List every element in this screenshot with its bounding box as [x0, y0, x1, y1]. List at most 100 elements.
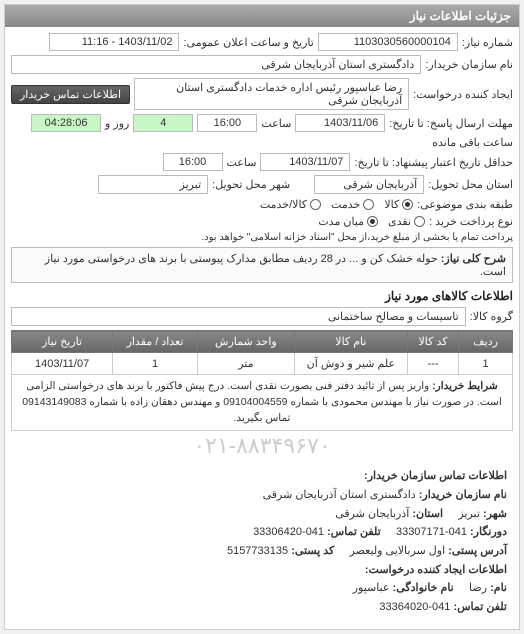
cell-qty: 1: [113, 353, 198, 375]
col-date: تاریخ نیاز: [12, 331, 113, 353]
radio-kala-label: کالا: [384, 198, 399, 211]
contact-addr: اول سربالایی ولیعصر: [350, 545, 446, 557]
radio-khedmat[interactable]: خدمت: [331, 198, 374, 211]
radio-cash-label: نقدی: [388, 215, 411, 228]
col-row-no: ردیف: [459, 331, 513, 353]
note-text: واریز پس از تائید دفتر فنی بصورت نقدی اس…: [22, 380, 502, 424]
radio-mid[interactable]: میان مدت: [318, 215, 378, 228]
requester-label: ایجاد کننده درخواست:: [413, 88, 513, 101]
radio-dot-icon: [402, 199, 413, 210]
row-requester: ایجاد کننده درخواست: رضا عباسپور رئیس اد…: [11, 78, 513, 110]
request-no-label: شماره نیاز:: [462, 36, 513, 49]
datetime-field: 1403/11/02 - 11:16: [49, 33, 179, 51]
panel-title: جزئیات اطلاعات نیاز: [5, 5, 519, 27]
radio-mid-label: میان مدت: [318, 215, 364, 228]
row-location: استان محل تحویل: آذربایجان شرقی شهر محل …: [11, 175, 513, 194]
note-cell: شرایط خریدار: واریز پس از تائید دفتر فنی…: [12, 375, 513, 431]
radio-cash[interactable]: نقدی: [388, 215, 425, 228]
description-box: شرح کلی نیاز: حوله خشک کن و ... در 28 رد…: [11, 247, 513, 283]
request-no-field: 1103030560000104: [318, 33, 458, 51]
radio-dot-icon: [363, 199, 374, 210]
classify-radio-group: کالا خدمت کالا/خدمت: [260, 198, 413, 211]
cell-row-no: 1: [459, 353, 513, 375]
row-goods-group: گروه کالا: تاسیسات و مصالح ساختمانی: [11, 307, 513, 326]
row-buyer: نام سازمان خریدار: دادگستری استان آذربای…: [11, 55, 513, 74]
contact-lname-label: نام خانوادگی:: [393, 582, 454, 594]
contact-org: دادگستری استان آذربایجان شرقی: [263, 489, 416, 501]
row-classify: طبقه بندی موضوعی: کالا خدمت کالا/خدمت: [11, 198, 513, 211]
city-field: تبریز: [98, 175, 208, 194]
radio-dot-icon: [414, 216, 425, 227]
row-deadline: مهلت ارسال پاسخ: تا تاریخ: 1403/11/06 سا…: [11, 114, 513, 149]
col-qty: تعداد / مقدار: [113, 331, 198, 353]
pay-radio-group: نقدی میان مدت: [318, 215, 425, 228]
radio-dot-icon: [367, 216, 378, 227]
validity-time-field: 16:00: [163, 153, 223, 171]
contact-fname-label: نام:: [490, 582, 507, 594]
contact-zip-label: کد پستی:: [291, 545, 334, 557]
contact-h1: اطلاعات تماس سازمان خریدار:: [364, 470, 507, 482]
details-panel: جزئیات اطلاعات نیاز شماره نیاز: 11030305…: [4, 4, 520, 630]
countdown-field: 04:28:06: [31, 114, 101, 132]
province-label: استان محل تحویل:: [428, 178, 513, 191]
contact-fax-label: دورنگار:: [470, 526, 507, 538]
validity-time-label: ساعت: [227, 156, 257, 169]
contact-addr-label: آدرس پستی:: [448, 545, 507, 557]
note-label: شرایط خریدار:: [432, 380, 498, 392]
province-field: آذربایجان شرقی: [314, 175, 424, 194]
days-label: روز و: [105, 117, 129, 130]
contact-org-label: نام سازمان خریدار:: [419, 489, 507, 501]
validity-label: حداقل تاریخ اعتبار پیشنهاد: تا تاریخ:: [354, 156, 513, 169]
radio-both[interactable]: کالا/خدمت: [260, 198, 321, 211]
contact-zip: 5157733135: [227, 545, 288, 557]
table-header-row: ردیف کد کالا نام کالا واحد شمارش تعداد /…: [12, 331, 513, 353]
city-label: شهر محل تحویل:: [212, 178, 290, 191]
remain-label: ساعت باقی مانده: [432, 136, 513, 149]
row-validity: حداقل تاریخ اعتبار پیشنهاد: تا تاریخ: 14…: [11, 153, 513, 171]
row-payment: نوع پرداخت خرید : نقدی میان مدت پرداخت ت…: [11, 215, 513, 243]
col-unit: واحد شمارش: [197, 331, 294, 353]
goods-section-title: اطلاعات کالاهای مورد نیاز: [11, 289, 513, 303]
contact-tel: 041-33306420: [253, 526, 324, 538]
contact-tel-label: تلفن تماس:: [327, 526, 381, 538]
deadline-label: مهلت ارسال پاسخ: تا تاریخ:: [389, 117, 513, 130]
buyer-field: دادگستری استان آذربایجان شرقی: [11, 55, 421, 74]
contact-city: تبریز: [458, 508, 480, 520]
radio-dot-icon: [310, 199, 321, 210]
watermark-text: ۰۲۱-۸۸۳۴۹۶۷۰: [11, 433, 513, 459]
cell-code: ---: [407, 353, 458, 375]
desc-label: شرح کلی نیاز:: [441, 253, 506, 265]
validity-date-field: 1403/11/07: [260, 153, 350, 171]
contact-prov: آذربایجان شرقی: [335, 508, 409, 520]
table-note-row: شرایط خریدار: واریز پس از تائید دفتر فنی…: [12, 375, 513, 431]
datetime-label: تاریخ و ساعت اعلان عمومی:: [183, 36, 313, 49]
radio-khedmat-label: خدمت: [331, 198, 360, 211]
contact-city-label: شهر:: [483, 508, 507, 520]
contact-fname: رضا: [469, 582, 487, 594]
classify-label: طبقه بندی موضوعی:: [417, 198, 513, 211]
goods-table: ردیف کد کالا نام کالا واحد شمارش تعداد /…: [11, 330, 513, 431]
deadline-time-field: 16:00: [197, 114, 257, 132]
cell-unit: متر: [197, 353, 294, 375]
group-field: تاسیسات و مصالح ساختمانی: [11, 307, 466, 326]
cell-name: علم شیر و دوش آن: [294, 353, 407, 375]
contact-block: اطلاعات تماس سازمان خریدار: نام سازمان خ…: [11, 461, 513, 623]
contact-h2: اطلاعات ایجاد کننده درخواست:: [365, 564, 507, 576]
deadline-time-label: ساعت: [261, 117, 291, 130]
contact-fax: 041-33307171: [396, 526, 467, 538]
radio-both-label: کالا/خدمت: [260, 198, 307, 211]
contact-lname: عباسپور: [353, 582, 390, 594]
desc-text: حوله خشک کن و ... در 28 ردیف مطابق مدارک…: [45, 253, 506, 278]
contact-buyer-button[interactable]: اطلاعات تماس خریدار: [11, 85, 130, 104]
contact-prov-label: استان:: [412, 508, 443, 520]
col-code: کد کالا: [407, 331, 458, 353]
pay-note: پرداخت تمام یا بخشی از مبلغ خرید،از محل …: [201, 232, 513, 243]
deadline-date-field: 1403/11/06: [295, 114, 385, 132]
contact-ctel-label: تلفن تماس:: [453, 601, 507, 613]
cell-date: 1403/11/07: [12, 353, 113, 375]
col-name: نام کالا: [294, 331, 407, 353]
days-remaining-field: 4: [133, 114, 193, 132]
group-label: گروه کالا:: [470, 310, 513, 323]
radio-kala[interactable]: کالا: [384, 198, 413, 211]
form-body: شماره نیاز: 1103030560000104 تاریخ و ساع…: [5, 27, 519, 629]
